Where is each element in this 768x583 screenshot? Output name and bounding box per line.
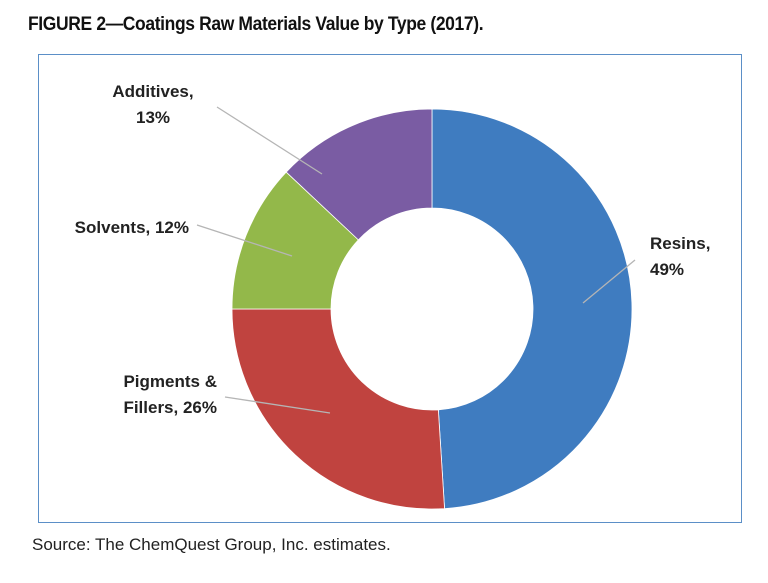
- chart-frame: Resins, 49% Pigments & Fillers, 26% Solvents…: [38, 54, 742, 523]
- leader-line-solvents: [196, 224, 293, 257]
- data-label-pigments-fillers: Pigments & Fillers, 26%: [123, 372, 217, 417]
- slice-pigments-fillers: [231, 308, 445, 510]
- data-label-additives: Additives, 13%: [112, 82, 193, 127]
- leader-line-resins: [582, 259, 636, 304]
- data-label-solvents: Solvents, 12%: [75, 218, 189, 237]
- leader-line-additives: [216, 106, 323, 175]
- source-note: Source: The ChemQuest Group, Inc. estima…: [32, 535, 391, 554]
- slice-additives: [285, 108, 433, 241]
- data-label-resins: Resins, 49%: [650, 234, 710, 279]
- leader-line-pigments-fillers: [224, 396, 331, 414]
- donut-chart: Resins, 49% Pigments & Fillers, 26% Solvents…: [75, 82, 710, 510]
- figure-title: FIGURE 2—Coatings Raw Materials Value by…: [28, 14, 484, 35]
- slice-resins: [431, 108, 633, 510]
